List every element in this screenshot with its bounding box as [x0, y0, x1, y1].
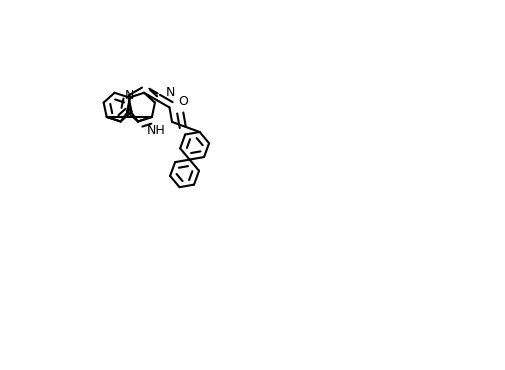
Text: O: O	[178, 95, 188, 108]
Text: N: N	[124, 89, 134, 102]
Text: N: N	[165, 86, 175, 99]
Text: NH: NH	[146, 124, 165, 137]
